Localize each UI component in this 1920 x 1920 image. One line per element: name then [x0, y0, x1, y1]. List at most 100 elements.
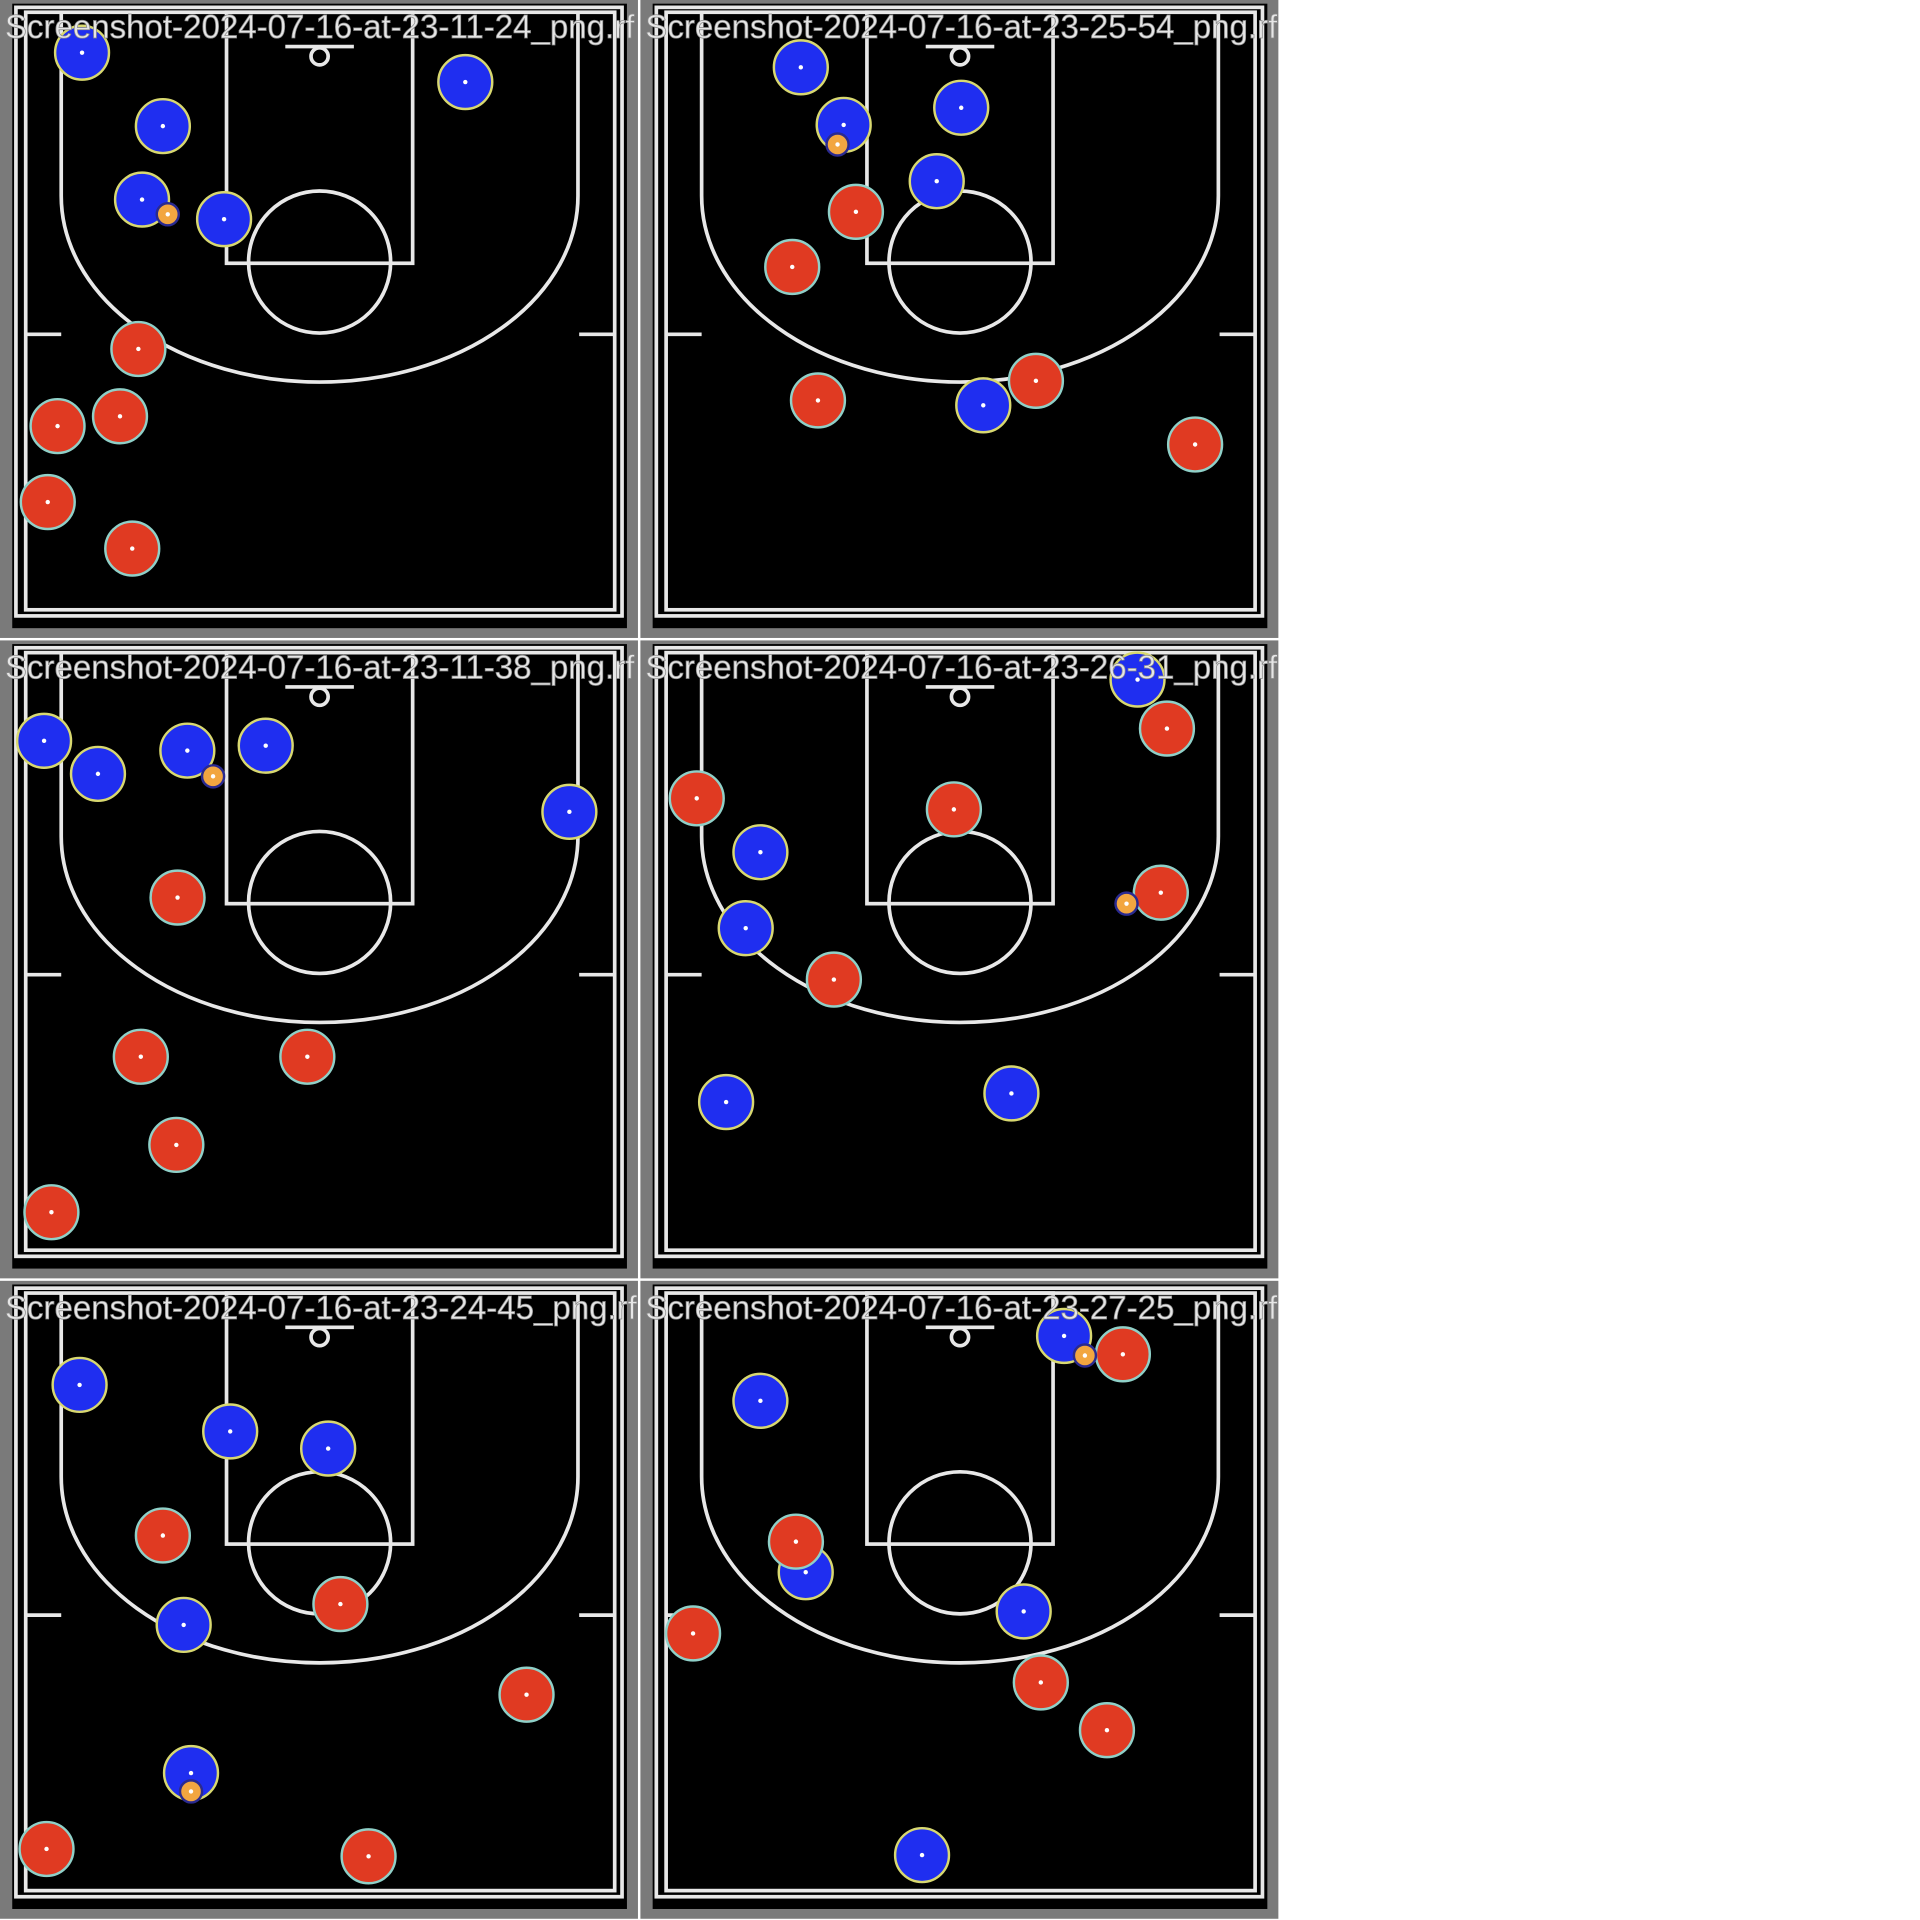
- player-dot: [959, 105, 964, 110]
- player-dot: [694, 796, 699, 801]
- court-image: [0, 640, 638, 1279]
- player-dot: [181, 1622, 186, 1628]
- player-dot: [79, 50, 85, 55]
- key: [865, 650, 1055, 906]
- player-dot: [185, 748, 190, 753]
- ball-dot: [210, 774, 216, 779]
- hoop: [949, 45, 971, 67]
- three-point-line: [59, 12, 580, 384]
- three-point-line: [59, 1293, 580, 1665]
- player-dot: [758, 850, 763, 855]
- player-dot: [305, 1054, 310, 1059]
- hoop: [309, 1326, 330, 1348]
- player-dot: [41, 738, 47, 744]
- player-dot: [1009, 1091, 1014, 1096]
- outer-line: [14, 5, 624, 618]
- player-dot: [45, 499, 50, 505]
- outer-line: [14, 645, 624, 1259]
- ball-dot: [835, 142, 840, 147]
- outer-line: [14, 1286, 624, 1899]
- player-dot: [1135, 677, 1140, 682]
- player-dot: [174, 1142, 179, 1148]
- player-dot: [1158, 890, 1164, 895]
- player-dot: [77, 1382, 82, 1388]
- player-dot: [188, 1770, 194, 1776]
- player-dot: [919, 1852, 925, 1858]
- court-image: [0, 0, 638, 638]
- player-dot: [567, 809, 572, 815]
- player-dot: [136, 346, 141, 352]
- image-title: Screenshot-2024-07-16-at-23-27-25_png.rf: [645, 1290, 1278, 1327]
- image-title: Screenshot-2024-07-16-at-23-11-24_png.rf: [5, 9, 635, 46]
- player-dot: [743, 925, 748, 931]
- player-dot: [853, 209, 859, 215]
- player-dot: [463, 79, 468, 85]
- player-dot: [934, 179, 939, 184]
- player-dot: [981, 403, 986, 408]
- player-dot: [723, 1099, 729, 1105]
- court-image: [640, 1280, 1279, 1919]
- player-dot: [117, 414, 123, 419]
- three-point-line: [699, 1293, 1221, 1665]
- court-image: [640, 0, 1279, 638]
- outer-line: [654, 645, 1265, 1259]
- three-point-line: [59, 652, 580, 1025]
- player-dot: [221, 216, 227, 222]
- player-dot: [690, 1631, 696, 1636]
- player-dot: [175, 895, 180, 900]
- player-dot: [1192, 442, 1198, 447]
- player-dot: [524, 1692, 529, 1697]
- player-dot: [139, 197, 145, 202]
- ball-dot: [165, 212, 170, 217]
- player-dot: [793, 1539, 799, 1544]
- hoop: [949, 686, 971, 708]
- player-dot: [790, 264, 795, 270]
- player-dot: [803, 1570, 808, 1575]
- player-dot: [1021, 1609, 1026, 1614]
- player-dot: [325, 1446, 331, 1451]
- player-dot: [160, 123, 166, 129]
- player-dot: [130, 546, 135, 551]
- player-dot: [160, 1533, 166, 1538]
- key: [224, 650, 415, 906]
- hoop: [949, 1326, 971, 1348]
- center-circle: [887, 1470, 1033, 1616]
- player-dot: [1120, 1352, 1126, 1357]
- image-title: Screenshot-2024-07-16-at-23-11-38_png.rf: [5, 649, 635, 686]
- key: [224, 10, 415, 266]
- player-dot: [831, 977, 837, 982]
- player-dot: [815, 398, 821, 403]
- image-title: Screenshot-2024-07-16-at-23-24-45_png.rf: [5, 1290, 638, 1327]
- ball-dot: [1124, 901, 1129, 906]
- court-image: [0, 1280, 638, 1919]
- three-point-line: [699, 12, 1221, 384]
- player-dot: [338, 1601, 343, 1607]
- court: [12, 3, 627, 629]
- ball-dot: [1082, 1353, 1088, 1358]
- hoop: [309, 45, 330, 67]
- court-image: [640, 640, 1279, 1279]
- key: [865, 1291, 1055, 1546]
- player-dot: [366, 1854, 371, 1859]
- outer-line: [654, 5, 1265, 618]
- player-dot: [841, 122, 846, 128]
- player-dot: [55, 423, 60, 429]
- player-dot: [798, 65, 804, 70]
- ball-dot: [188, 1789, 194, 1794]
- player-dot: [49, 1210, 54, 1215]
- player-dot: [228, 1429, 233, 1434]
- court: [12, 644, 627, 1269]
- player-dot: [951, 807, 957, 812]
- player-dot: [44, 1846, 49, 1852]
- player-dot: [1104, 1728, 1110, 1733]
- center-circle: [246, 189, 393, 335]
- image-title: Screenshot-2024-07-16-at-23-26-31_png.rf: [645, 649, 1278, 686]
- player-dot: [263, 743, 268, 748]
- player-dot: [138, 1054, 144, 1059]
- hoop: [309, 686, 330, 708]
- outer-line: [654, 1286, 1265, 1899]
- center-circle: [246, 829, 393, 976]
- player-dot: [95, 771, 101, 777]
- player-dot: [1033, 378, 1039, 384]
